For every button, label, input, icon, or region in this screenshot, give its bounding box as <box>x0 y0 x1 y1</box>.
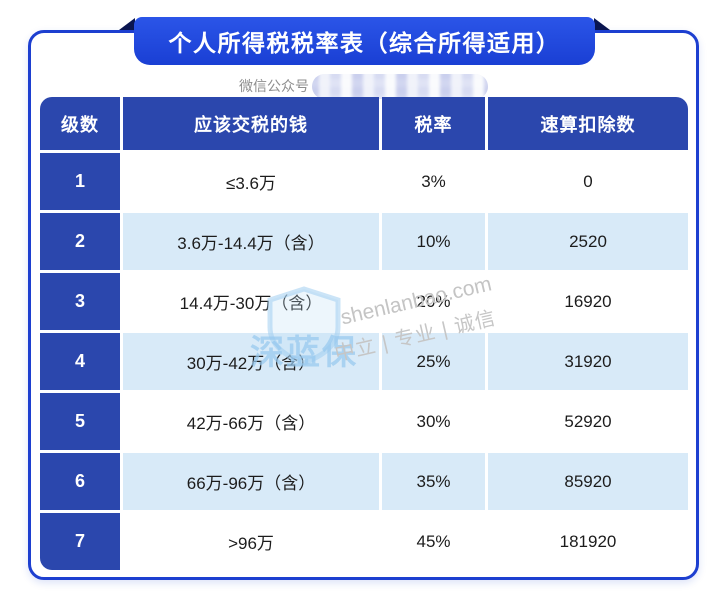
bracket-cell: 3.6万-14.4万（含） <box>123 213 379 270</box>
title-banner: 个人所得税税率表（综合所得适用） <box>134 17 595 65</box>
rate-cell: 3% <box>382 153 485 210</box>
wechat-account-label: 微信公众号 <box>239 78 309 94</box>
col-header-taxable-amount: 应该交税的钱 <box>123 97 379 150</box>
bracket-cell: 66万-96万（含） <box>123 453 379 510</box>
level-cell: 3 <box>40 273 120 330</box>
col-header-level: 级数 <box>40 97 120 150</box>
ribbon-fold-right-icon <box>594 18 610 30</box>
card: 微信公众号 级数 应该交税的钱 税率 速算扣除数 1 ≤3.6万 3% 0 2 … <box>28 30 699 580</box>
deduction-cell: 16920 <box>488 273 688 330</box>
rate-cell: 20% <box>382 273 485 330</box>
bracket-cell: ≤3.6万 <box>123 153 379 210</box>
page-title: 个人所得税税率表（综合所得适用） <box>168 30 561 56</box>
deduction-cell: 85920 <box>488 453 688 510</box>
bracket-cell: 42万-66万（含） <box>123 393 379 450</box>
mosaic-blur <box>312 73 488 99</box>
bracket-cell: 14.4万-30万（含） <box>123 273 379 330</box>
level-cell: 4 <box>40 333 120 390</box>
redacted-account-name <box>312 73 488 99</box>
publisher-row: 微信公众号 <box>31 73 696 99</box>
rate-cell: 30% <box>382 393 485 450</box>
rate-cell: 25% <box>382 333 485 390</box>
deduction-cell: 2520 <box>488 213 688 270</box>
level-cell: 6 <box>40 453 120 510</box>
level-cell: 5 <box>40 393 120 450</box>
deduction-cell: 0 <box>488 153 688 210</box>
deduction-cell: 52920 <box>488 393 688 450</box>
bracket-cell: >96万 <box>123 513 379 570</box>
rate-cell: 35% <box>382 453 485 510</box>
col-header-quick-deduction: 速算扣除数 <box>488 97 688 150</box>
ribbon-fold-left-icon <box>119 18 135 30</box>
col-header-rate: 税率 <box>382 97 485 150</box>
level-cell: 7 <box>40 513 120 570</box>
rate-cell: 45% <box>382 513 485 570</box>
bracket-cell: 30万-42万（含） <box>123 333 379 390</box>
deduction-cell: 181920 <box>488 513 688 570</box>
tax-rate-table: 级数 应该交税的钱 税率 速算扣除数 1 ≤3.6万 3% 0 2 3.6万-1… <box>40 97 688 570</box>
deduction-cell: 31920 <box>488 333 688 390</box>
level-cell: 1 <box>40 153 120 210</box>
level-cell: 2 <box>40 213 120 270</box>
rate-cell: 10% <box>382 213 485 270</box>
